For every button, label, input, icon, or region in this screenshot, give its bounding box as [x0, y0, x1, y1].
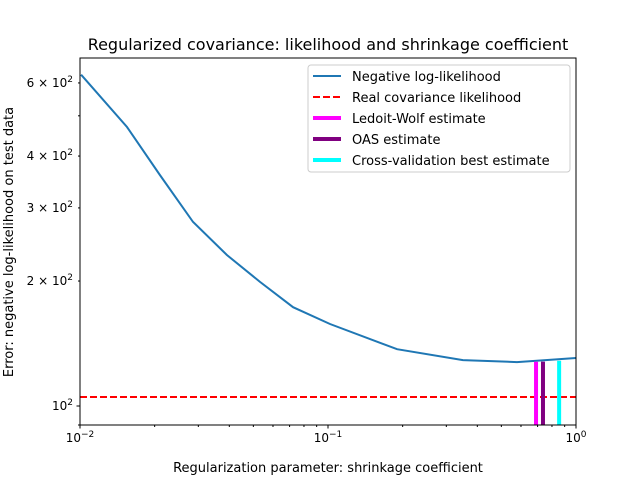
- x-tick-base: 10: [565, 431, 580, 445]
- y-tick-mantissa: 3 × 10: [27, 201, 68, 215]
- y-tick-label: 3 × 102: [27, 200, 73, 215]
- chart-title: Regularized covariance: likelihood and s…: [88, 35, 569, 54]
- legend-label: Ledoit-Wolf estimate: [352, 112, 486, 127]
- legend: Negative log-likelihood Real covariance l…: [307, 64, 571, 173]
- x-tick-base: 10: [66, 431, 81, 445]
- legend-box: [307, 64, 571, 173]
- y-tick-mantissa: 2 × 10: [27, 274, 68, 288]
- y-tick-mantissa: 10: [52, 399, 67, 413]
- y-tick-exp: 2: [67, 200, 73, 210]
- x-tick-exp: −1: [329, 430, 342, 440]
- legend-label: Real covariance likelihood: [352, 91, 521, 106]
- legend-label: OAS estimate: [352, 133, 441, 148]
- x-tick-base: 10: [314, 431, 329, 445]
- x-tick-label: 100: [565, 430, 586, 445]
- legend-label: Cross-validation best estimate: [352, 154, 550, 169]
- y-tick-mantissa: 6 × 10: [27, 76, 68, 90]
- y-tick-label: 2 × 102: [27, 273, 73, 288]
- series-group: [80, 74, 576, 425]
- x-tick-exp: −2: [81, 430, 94, 440]
- y-tick-label: 4 × 102: [27, 148, 73, 163]
- x-tick-exp: 0: [581, 430, 587, 440]
- y-tick-exp: 2: [67, 148, 73, 158]
- y-tick-label: 6 × 102: [27, 75, 73, 90]
- x-axis-label: Regularization parameter: shrinkage coef…: [173, 461, 483, 476]
- y-tick-exp: 2: [67, 398, 73, 408]
- y-tick-mantissa: 4 × 10: [27, 149, 68, 163]
- y-tick-label: 102: [52, 398, 73, 413]
- legend-label: Negative log-likelihood: [352, 70, 501, 85]
- y-tick-exp: 2: [67, 75, 73, 85]
- x-tick-label: 10−1: [314, 430, 343, 445]
- x-tick-label: 10−2: [66, 430, 95, 445]
- series-line-negative-log-likelihood: [80, 74, 576, 364]
- y-tick-exp: 2: [67, 273, 73, 283]
- y-axis-label: Error: negative log-likelihood on test d…: [2, 107, 17, 377]
